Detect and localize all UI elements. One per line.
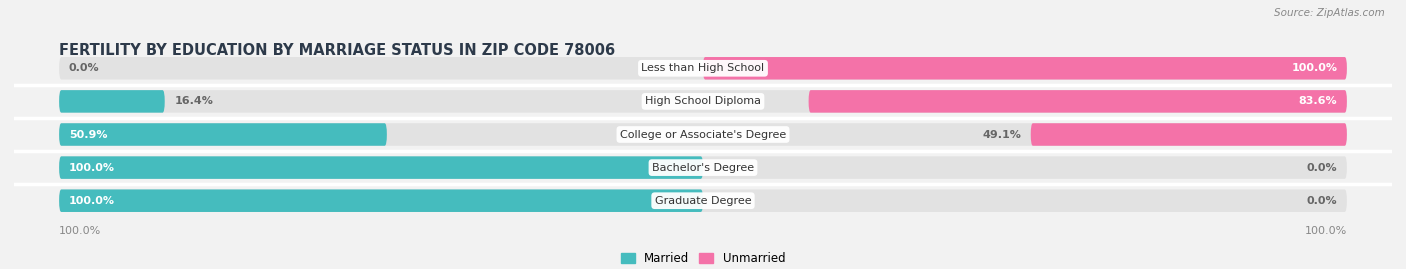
Text: 0.0%: 0.0% [69, 63, 100, 73]
Text: 50.9%: 50.9% [69, 129, 107, 140]
Text: 100.0%: 100.0% [59, 225, 101, 236]
Text: Graduate Degree: Graduate Degree [655, 196, 751, 206]
FancyBboxPatch shape [59, 156, 703, 179]
Text: Source: ZipAtlas.com: Source: ZipAtlas.com [1274, 8, 1385, 18]
Text: 100.0%: 100.0% [69, 162, 115, 173]
FancyBboxPatch shape [59, 156, 1347, 179]
FancyBboxPatch shape [59, 57, 1347, 80]
Text: 83.6%: 83.6% [1299, 96, 1337, 107]
Text: Bachelor's Degree: Bachelor's Degree [652, 162, 754, 173]
Text: 100.0%: 100.0% [1291, 63, 1337, 73]
Text: 100.0%: 100.0% [1305, 225, 1347, 236]
Text: 100.0%: 100.0% [69, 196, 115, 206]
Text: 49.1%: 49.1% [983, 129, 1021, 140]
Text: Less than High School: Less than High School [641, 63, 765, 73]
FancyBboxPatch shape [59, 90, 1347, 113]
Text: FERTILITY BY EDUCATION BY MARRIAGE STATUS IN ZIP CODE 78006: FERTILITY BY EDUCATION BY MARRIAGE STATU… [59, 44, 616, 58]
FancyBboxPatch shape [59, 189, 703, 212]
Text: 16.4%: 16.4% [174, 96, 214, 107]
FancyBboxPatch shape [59, 189, 1347, 212]
Legend: Married, Unmarried: Married, Unmarried [616, 247, 790, 269]
Text: College or Associate's Degree: College or Associate's Degree [620, 129, 786, 140]
FancyBboxPatch shape [808, 90, 1347, 113]
FancyBboxPatch shape [59, 123, 1347, 146]
FancyBboxPatch shape [59, 123, 387, 146]
FancyBboxPatch shape [703, 57, 1347, 80]
Text: High School Diploma: High School Diploma [645, 96, 761, 107]
Text: 0.0%: 0.0% [1306, 162, 1337, 173]
Text: 0.0%: 0.0% [1306, 196, 1337, 206]
FancyBboxPatch shape [59, 90, 165, 113]
FancyBboxPatch shape [1031, 123, 1347, 146]
